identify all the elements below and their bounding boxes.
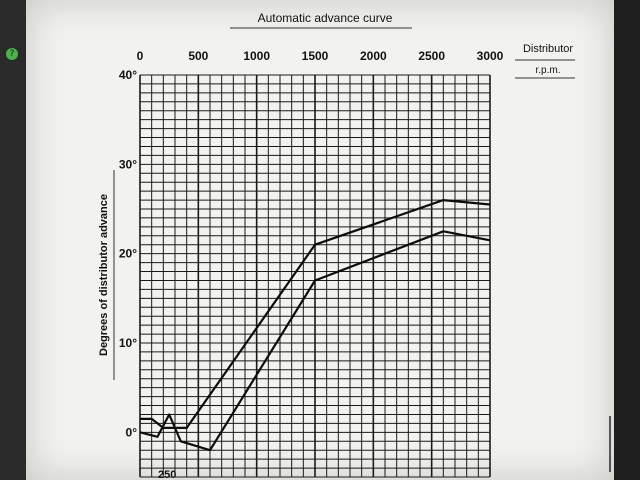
series-lines bbox=[139, 199, 491, 452]
x-extra-tick-label: 250 bbox=[158, 469, 176, 480]
window-right-edge bbox=[614, 0, 640, 480]
x-tick-label: 0 bbox=[137, 49, 144, 63]
series-line-2 bbox=[139, 230, 491, 452]
chart-title: Automatic advance curve bbox=[258, 11, 393, 25]
y-tick-label: 0° bbox=[126, 425, 138, 439]
x-tick-label: 3000 bbox=[477, 49, 504, 63]
grid bbox=[139, 74, 491, 478]
y-tick-label: 30° bbox=[119, 157, 137, 171]
x-axis-label-top: Distributor bbox=[523, 43, 573, 55]
x-tick-label: 2000 bbox=[360, 49, 387, 63]
x-axis-label-bottom: r.p.m. bbox=[535, 65, 560, 76]
x-tick-label: 2500 bbox=[418, 49, 445, 63]
x-tick-label: 500 bbox=[188, 49, 208, 63]
y-tick-label: 20° bbox=[119, 247, 137, 261]
scanned-page bbox=[26, 0, 614, 480]
status-icon: ? bbox=[6, 48, 18, 60]
y-tick-label: 40° bbox=[119, 68, 137, 82]
axis-ticks: 0 500 1000 1500 2000 2500 3000 0° 10° 20° 30° 40° 25… bbox=[119, 49, 504, 480]
scrollbar[interactable] bbox=[609, 416, 611, 472]
x-tick-label: 1500 bbox=[302, 49, 329, 63]
series-line-1 bbox=[140, 199, 491, 429]
y-tick-label: 10° bbox=[119, 336, 137, 350]
y-axis-label: Degrees of distributor advance bbox=[98, 194, 110, 356]
x-tick-label: 1000 bbox=[243, 49, 270, 63]
